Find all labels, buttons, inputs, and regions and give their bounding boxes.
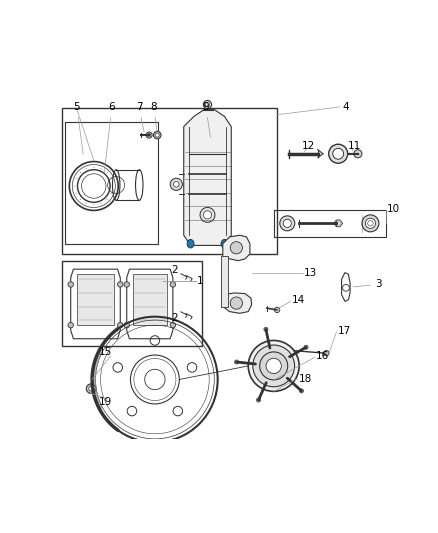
Text: 15: 15: [99, 347, 112, 357]
Ellipse shape: [221, 239, 228, 248]
Circle shape: [200, 207, 215, 222]
Circle shape: [283, 219, 291, 228]
Circle shape: [300, 389, 304, 393]
Circle shape: [257, 398, 261, 402]
Text: 8: 8: [151, 102, 157, 132]
Polygon shape: [221, 256, 228, 306]
Text: 14: 14: [292, 295, 305, 305]
Circle shape: [230, 241, 243, 254]
Text: 9: 9: [202, 102, 211, 138]
Circle shape: [146, 132, 152, 138]
Circle shape: [280, 216, 295, 231]
Text: 6: 6: [104, 102, 115, 173]
Text: 16: 16: [316, 351, 329, 361]
Circle shape: [203, 211, 212, 219]
Text: 11: 11: [347, 141, 361, 151]
Text: 4: 4: [343, 102, 349, 112]
Ellipse shape: [187, 239, 194, 248]
Polygon shape: [77, 274, 114, 325]
Circle shape: [117, 282, 123, 287]
Circle shape: [248, 341, 299, 391]
Polygon shape: [223, 293, 251, 313]
Circle shape: [365, 218, 375, 229]
Circle shape: [274, 307, 280, 313]
Circle shape: [170, 178, 182, 190]
Circle shape: [230, 297, 243, 309]
Circle shape: [362, 215, 379, 232]
Text: 3: 3: [353, 279, 382, 289]
Circle shape: [205, 102, 209, 107]
Text: 1: 1: [197, 276, 203, 286]
Circle shape: [86, 384, 96, 393]
Circle shape: [354, 150, 362, 158]
Polygon shape: [184, 110, 231, 245]
Text: 17: 17: [338, 326, 351, 336]
Circle shape: [264, 327, 268, 332]
Text: 7: 7: [136, 102, 144, 132]
Circle shape: [234, 360, 239, 364]
Text: 10: 10: [387, 204, 400, 214]
Circle shape: [170, 322, 176, 328]
Circle shape: [203, 100, 212, 109]
Circle shape: [68, 282, 74, 287]
Text: 18: 18: [298, 375, 312, 384]
Polygon shape: [334, 220, 343, 227]
Text: 5: 5: [74, 102, 83, 155]
Text: 19: 19: [99, 397, 112, 407]
Circle shape: [68, 322, 74, 328]
Circle shape: [328, 144, 348, 163]
Polygon shape: [133, 274, 167, 325]
Circle shape: [333, 148, 344, 159]
Circle shape: [253, 345, 295, 387]
Text: 13: 13: [304, 268, 317, 278]
Circle shape: [266, 358, 281, 374]
Text: 2: 2: [171, 313, 183, 324]
Text: 12: 12: [302, 141, 315, 151]
Circle shape: [124, 322, 130, 328]
Text: 2: 2: [171, 265, 183, 278]
Circle shape: [155, 133, 159, 137]
Circle shape: [304, 345, 308, 349]
Circle shape: [124, 282, 130, 287]
Circle shape: [117, 322, 123, 328]
Circle shape: [324, 351, 329, 356]
Circle shape: [170, 282, 176, 287]
Polygon shape: [223, 235, 250, 261]
Circle shape: [88, 386, 93, 391]
Circle shape: [148, 133, 151, 137]
Circle shape: [173, 182, 179, 187]
Circle shape: [154, 131, 161, 139]
Circle shape: [260, 352, 288, 380]
